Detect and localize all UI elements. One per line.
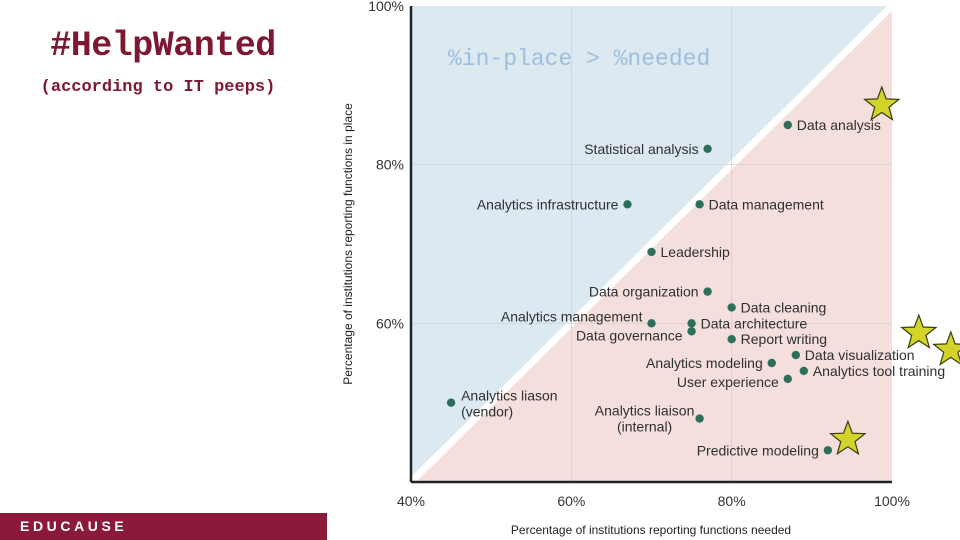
point-label: Data governance	[576, 327, 683, 343]
point-label: Analytics liaison (internal)	[595, 403, 695, 435]
data-point	[799, 366, 809, 376]
data-point	[695, 200, 704, 209]
data-point	[446, 398, 456, 407]
data-point	[695, 414, 704, 423]
highlight-star-icon	[932, 330, 960, 366]
data-point	[727, 303, 736, 312]
highlight-star-icon	[863, 85, 901, 122]
point-label: Predictive modeling	[697, 442, 819, 458]
point-label: Data visualization	[805, 347, 915, 363]
point-label: User experience	[677, 374, 779, 390]
highlight-star-icon	[829, 419, 867, 456]
data-point	[823, 446, 833, 455]
data-point	[647, 247, 656, 257]
y-tick-label: 100%	[368, 0, 404, 14]
data-point	[783, 374, 792, 384]
data-point	[687, 327, 696, 336]
data-points: Data analysis Statistical analysis Analyti…	[446, 117, 945, 458]
data-point	[647, 319, 656, 328]
point-label: Statistical analysis	[584, 141, 698, 157]
point-label: Leadership	[661, 244, 730, 260]
x-tick-label: 80%	[718, 493, 746, 509]
point-label: Data architecture	[701, 315, 808, 331]
data-point	[703, 144, 712, 153]
slide-headline: #HelpWanted	[50, 26, 276, 66]
point-label: Data analysis	[797, 117, 881, 133]
footer-bar: EDUCAUSE	[0, 513, 327, 540]
data-point	[703, 287, 712, 296]
point-label: Analytics infrastructure	[477, 196, 619, 212]
point-label: Report writing	[741, 331, 827, 347]
point-label: Analytics tool training	[813, 363, 945, 379]
point-label: Data cleaning	[741, 299, 827, 315]
educause-logo-text: EDUCAUSE	[20, 518, 128, 534]
axes: 40% 60% 80% 100% 60% 80% 100%	[368, 0, 910, 509]
point-label: Data organization	[589, 284, 699, 300]
highlight-star-icon	[900, 313, 938, 349]
data-point	[767, 358, 776, 368]
point-label: Analytics modeling	[646, 355, 763, 371]
data-point	[623, 200, 632, 209]
x-tick-label: 60%	[557, 493, 585, 509]
point-label: Data management	[709, 196, 824, 212]
point-label: Analytics liason (vendor)	[461, 388, 558, 420]
data-point	[791, 350, 800, 360]
data-point	[727, 335, 736, 344]
point-label: Analytics management	[501, 308, 643, 324]
x-axis-label: Percentage of institutions reporting fun…	[511, 523, 791, 537]
x-tick-label: 40%	[397, 493, 425, 509]
data-point	[783, 120, 792, 130]
equality-diagonal	[408, 3, 895, 485]
slide-subhead: (according to IT peeps)	[40, 78, 276, 97]
data-point	[687, 319, 696, 328]
y-axis-label: Percentage of institutions reporting fun…	[341, 103, 355, 385]
x-tick-label: 100%	[874, 493, 910, 509]
highlight-stars	[829, 85, 960, 456]
annotation-in-place-gt-needed: %in-place > %needed	[448, 46, 710, 72]
y-tick-label: 80%	[376, 157, 404, 173]
y-tick-label: 60%	[376, 315, 404, 331]
